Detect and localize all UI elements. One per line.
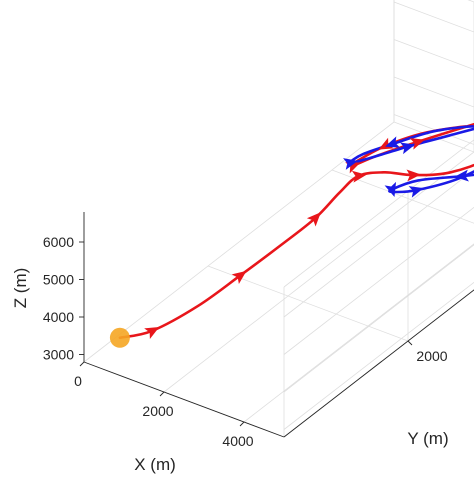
grid-lines: [83, 0, 474, 438]
x-tick-mark: [159, 391, 165, 397]
y-axis-line: [283, 289, 474, 438]
y-tick-label: 2000: [416, 348, 447, 364]
grid-line: [283, 169, 474, 318]
series-line-red: [118, 122, 474, 340]
direction-marker: [306, 212, 321, 227]
direction-marker: [144, 326, 160, 339]
grid-line: [393, 1, 474, 33]
grid-line: [283, 206, 474, 355]
x-tick-mark: [79, 361, 85, 367]
direction-marker: [408, 186, 424, 198]
grid-line: [163, 151, 474, 393]
direction-marker: [231, 270, 247, 284]
y-tick-mark: [407, 340, 413, 346]
grid-edge: [393, 121, 474, 153]
z-tick-label: 4000: [43, 309, 74, 325]
x-tick-label: 0: [74, 373, 82, 389]
y-axis-label: Y (m): [407, 429, 448, 448]
grid-line: [393, 39, 474, 70]
x-axis-label: X (m): [134, 455, 176, 474]
direction-marker: [409, 138, 425, 150]
direction-marker: [384, 181, 397, 197]
x-tick-mark: [239, 421, 245, 427]
z-tick-label: 5000: [43, 272, 74, 288]
grid-line: [283, 244, 474, 393]
grid-edge: [283, 139, 474, 288]
grid-line: [243, 243, 474, 423]
z-tick-label: 6000: [43, 234, 74, 250]
grid-line: [83, 121, 395, 363]
grid-line: [331, 169, 474, 224]
grid-edge: [467, 0, 474, 3]
direction-marker: [399, 142, 416, 155]
direction-marker: [351, 170, 367, 183]
direction-marker: [454, 169, 469, 182]
x-tick-label: 4000: [222, 433, 253, 449]
x-tick-label: 2000: [142, 403, 173, 419]
start-marker: [109, 327, 130, 348]
axes: [79, 212, 474, 438]
direction-marker: [385, 136, 401, 148]
z-tick-label: 3000: [43, 347, 74, 363]
grid-line: [393, 76, 474, 108]
direction-marker: [406, 169, 421, 182]
grid-line: [283, 281, 474, 430]
grid-line: [393, 114, 474, 145]
z-axis-label: Z (m): [11, 268, 30, 309]
series-lines: [118, 122, 474, 340]
direction-marker: [343, 158, 359, 170]
tick-labels: 020004000200040003000400050006000: [43, 234, 448, 449]
series-line-blue: [348, 125, 474, 194]
markers: [109, 119, 474, 348]
x-axis-line: [83, 361, 285, 438]
